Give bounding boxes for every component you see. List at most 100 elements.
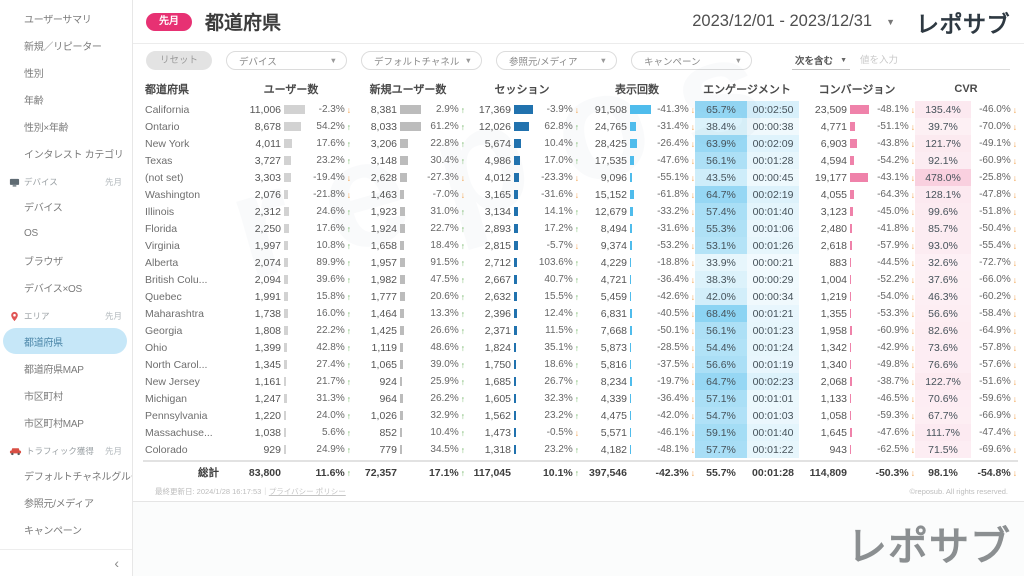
row-dimension: Colorado: [145, 443, 188, 456]
sidebar-item[interactable]: 性別: [24, 69, 44, 80]
value-bar: [630, 241, 633, 250]
up-arrow-icon: ↑: [574, 410, 579, 421]
up-arrow-icon: ↑: [346, 427, 351, 438]
up-arrow-icon: ↑: [460, 427, 465, 438]
down-arrow-icon: ↓: [346, 189, 351, 200]
sidebar-item[interactable]: デバイス×OS: [24, 284, 82, 295]
cvr-cell: 46.3%: [915, 288, 971, 305]
metric-value: 1,982: [370, 273, 397, 286]
privacy-policy-link[interactable]: プライバシー ポリシー: [268, 487, 346, 496]
sidebar-item[interactable]: 年齢: [24, 96, 44, 107]
value-bar: [400, 326, 404, 335]
date-range-label: 2023/12/01 - 2023/12/31: [692, 12, 873, 30]
column-header-views[interactable]: 表示回数: [615, 83, 659, 96]
sidebar-item[interactable]: ユーザーサマリ: [24, 15, 92, 26]
down-arrow-icon: ↓: [1012, 467, 1017, 478]
metric-bar-cell: [397, 462, 421, 483]
table-header-row: 都道府県 ユーザー数 新規ユーザー数 セッション 表示回数 エンゲージメント コ…: [143, 76, 1018, 101]
value-bar: [400, 309, 404, 318]
sidebar-item[interactable]: OS: [24, 228, 38, 239]
metric-change: 23.2% ↑: [544, 410, 579, 421]
metric-change: 40.7% ↑: [544, 274, 579, 285]
sidebar-item[interactable]: 性別×年齢: [24, 123, 69, 134]
match-condition-select[interactable]: 次を含む ▼: [792, 51, 850, 70]
engagement-time-cell: 00:01:22: [747, 441, 799, 458]
metric-bar-cell: [281, 203, 305, 220]
metric-bar-cell: [627, 441, 651, 458]
reset-button[interactable]: リセット: [146, 50, 213, 71]
metric-bar-cell: [511, 390, 533, 407]
metric-change: 21.7% ↑: [316, 376, 351, 387]
up-arrow-icon: ↑: [574, 444, 579, 455]
metric-change: -52.2% ↓: [877, 274, 915, 285]
sidebar-section-header: デバイス 先月: [0, 171, 132, 193]
column-header-new-users[interactable]: 新規ユーザー数: [369, 83, 447, 96]
down-arrow-icon: ↓: [1012, 223, 1017, 234]
metric-value: 1,345: [254, 358, 281, 371]
chevron-down-icon: ▼: [464, 56, 473, 65]
filter-source-media-select[interactable]: 参照元/メディア ▼: [496, 51, 618, 70]
metric-bar-cell: [511, 220, 533, 237]
sidebar-item[interactable]: 市区町村MAP: [24, 419, 84, 430]
metric-change: 23.2% ↑: [316, 155, 351, 166]
filter-channel-select[interactable]: デフォルトチャネル ▼: [361, 51, 483, 70]
sidebar-item[interactable]: インタレスト カテゴリ: [24, 150, 124, 161]
sidebar-item[interactable]: 市区町村: [24, 392, 63, 403]
up-arrow-icon: ↑: [460, 393, 465, 404]
column-header-users[interactable]: ユーザー数: [263, 83, 319, 96]
metric-bar-cell: [281, 237, 305, 254]
chevron-down-icon: ▼: [734, 56, 743, 65]
filter-device-select[interactable]: デバイス ▼: [226, 51, 348, 70]
metric-value: 1,464: [370, 307, 397, 320]
down-arrow-icon: ↓: [690, 359, 695, 370]
row-dimension: Washington: [145, 188, 201, 201]
search-condition-group: 次を含む ▼: [792, 51, 1010, 70]
column-header-sessions[interactable]: セッション: [494, 83, 550, 96]
metric-bar-cell: [847, 390, 869, 407]
column-header-engagement[interactable]: エンゲージメント: [703, 83, 791, 96]
metric-change: -2.3% ↓: [318, 104, 351, 115]
metric-value: 1,004: [820, 273, 847, 286]
up-arrow-icon: ↑: [346, 393, 351, 404]
column-header-cvr[interactable]: CVR: [954, 82, 978, 95]
sidebar-item[interactable]: キャンペーン: [24, 526, 82, 537]
date-range-picker[interactable]: 2023/12/01 - 2023/12/31 ▼: [692, 12, 895, 31]
metric-value: 1,342: [820, 341, 847, 354]
sidebar-item[interactable]: 都道府県MAP: [24, 365, 84, 376]
metric-change: 39.0% ↑: [430, 359, 465, 370]
metric-value: 779: [379, 443, 397, 456]
sidebar-item[interactable]: デバイス: [24, 203, 63, 214]
cvr-cell: 478.0%: [915, 169, 971, 186]
sidebar-item[interactable]: 都道府県: [3, 328, 127, 354]
metric-value: 17,535: [594, 154, 627, 167]
down-arrow-icon: ↓: [690, 427, 695, 438]
filter-value-input[interactable]: [860, 51, 1010, 70]
value-bar: [850, 207, 853, 216]
sidebar-item[interactable]: 参照元/メディア: [24, 499, 94, 510]
value-bar: [400, 173, 407, 182]
sidebar-item[interactable]: 新規／リピーター: [24, 42, 102, 53]
sidebar-collapse-button[interactable]: ‹: [0, 549, 132, 576]
cvr-cell: 70.6%: [915, 390, 971, 407]
metric-value: 5,571: [600, 426, 627, 439]
engagement-rate-cell: 43.5%: [695, 169, 747, 186]
engagement-time-cell: 00:01:28: [751, 466, 795, 479]
value-bar: [514, 156, 521, 165]
sidebar-nav: ユーザーサマリ 新規／リピーター 性別年齢性別×年齢インタレスト カテゴリデバイス先…: [0, 0, 132, 549]
engagement-rate-cell: 57.7%: [695, 441, 747, 458]
cvr-cell: 73.6%: [915, 339, 971, 356]
sidebar-item[interactable]: デフォルトチャネルグループ: [24, 472, 132, 483]
metric-value: 4,986: [484, 154, 511, 167]
metric-value: 2,480: [820, 222, 847, 235]
metric-bar-cell: [397, 186, 421, 203]
filter-campaign-select[interactable]: キャンペーン ▼: [631, 51, 753, 70]
sidebar-item[interactable]: ブラウザ: [24, 257, 63, 268]
engagement-rate-cell: 53.1%: [695, 237, 747, 254]
column-header-conversions[interactable]: コンバージョン: [818, 83, 896, 96]
metric-value: 1,750: [484, 358, 511, 371]
column-header-dimension[interactable]: 都道府県: [145, 83, 189, 96]
value-bar: [514, 326, 517, 335]
metric-change: -54.8% ↓: [977, 466, 1017, 479]
section-label: トラフィック獲得: [26, 446, 94, 456]
down-arrow-icon: ↓: [690, 257, 695, 268]
